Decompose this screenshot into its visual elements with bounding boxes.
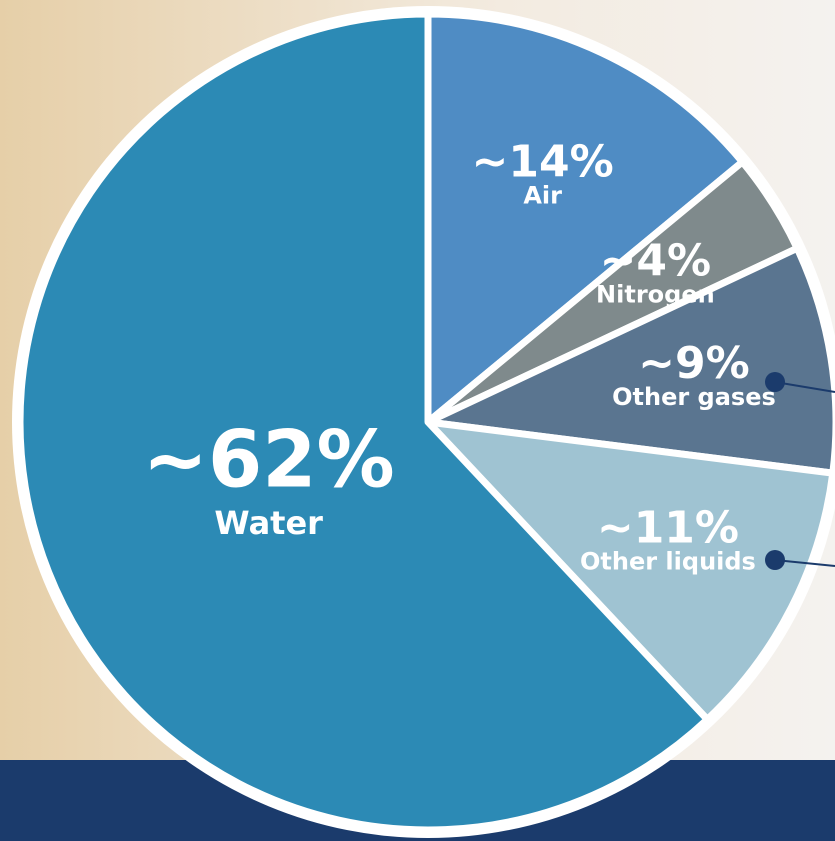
connector-dot <box>765 550 785 570</box>
value-label: ~4% <box>600 236 712 287</box>
category-label: Other liquids <box>580 547 756 575</box>
pie-slice <box>424 10 746 426</box>
value-label: ~9% <box>638 338 750 389</box>
pie-slice <box>16 10 711 834</box>
category-label: Water <box>214 504 323 542</box>
connector-dot <box>765 372 785 392</box>
category-label: Other gases <box>612 383 776 411</box>
value-label: ~14% <box>472 136 614 187</box>
pie: ~14%Air ~4%Nitrogen ~9%Other gases ~11%Othe… <box>12 6 835 838</box>
category-label: Air <box>523 181 562 209</box>
value-label: ~11% <box>597 502 739 553</box>
category-label: Nitrogen <box>596 281 715 309</box>
connector <box>774 559 835 567</box>
value-label: ~62% <box>143 416 395 506</box>
pie-slice <box>424 418 835 723</box>
connector <box>774 381 835 393</box>
